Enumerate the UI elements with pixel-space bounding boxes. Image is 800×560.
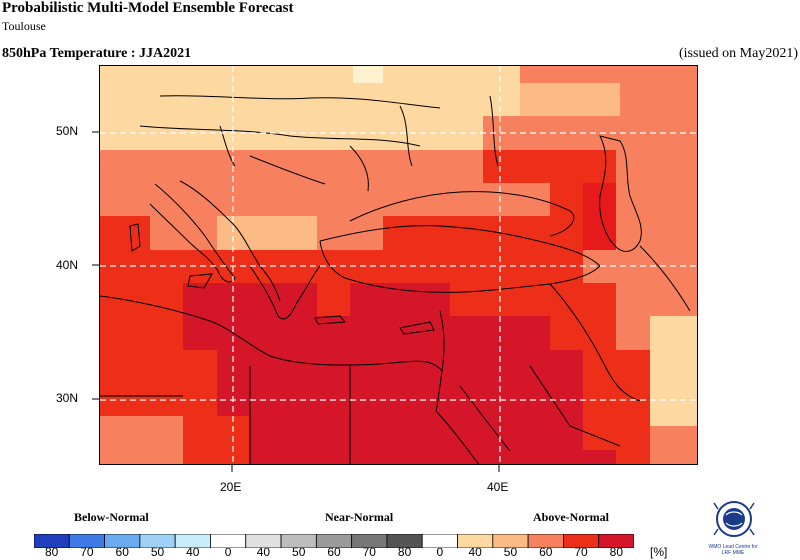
lon-label-20e: 20E — [220, 480, 242, 494]
lat-label-30n: 30N — [56, 391, 79, 405]
above-normal-60-cell-sw — [100, 416, 183, 464]
colorbar-tick-label: 60 — [115, 545, 129, 559]
above-normal-60-cell-iraq — [616, 250, 650, 350]
coastlines-borders — [100, 95, 691, 464]
colorbar-tick-label: 40 — [256, 545, 271, 559]
colorbar-tick-label: 80 — [397, 545, 412, 559]
probability-colorbar — [34, 534, 634, 548]
above-normal-80-region-south — [183, 283, 616, 464]
colorbar-tick-label: 40 — [186, 545, 200, 559]
legend-above-normal: Above-Normal — [533, 510, 609, 524]
above-normal-40-cell-arabia-ne — [650, 316, 697, 426]
colorbar-tick-label: 40 — [468, 545, 482, 559]
above-normal-70-cell-arabia — [616, 350, 650, 464]
above-normal-50-cell-ne — [520, 83, 620, 116]
above-normal-60-region-east — [483, 66, 697, 464]
legend-below-normal: Below-Normal — [74, 510, 149, 524]
colorbar-tick-label: 50 — [503, 545, 518, 559]
colorbar-tick-label: 0 — [436, 545, 444, 559]
above-normal-70-cell-libya — [183, 350, 217, 416]
colorbar-tick-label: 80 — [44, 545, 59, 559]
colorbar-unit: [%] — [650, 545, 668, 559]
colorbar-tick-label: 60 — [327, 545, 341, 559]
lon-label-40e: 40E — [487, 480, 509, 494]
graticule — [100, 66, 697, 464]
probability-cells — [100, 66, 697, 464]
colorbar-tick-label: 60 — [539, 545, 553, 559]
legend-near-normal: Near-Normal — [325, 510, 394, 524]
wmo-logo-caption: WMO Lead Centre for LRF MME — [708, 544, 758, 556]
crete-outline — [314, 315, 347, 325]
colorbar-tick-label: 0 — [224, 545, 232, 559]
colorbar-tick-label: 50 — [150, 545, 165, 559]
lat-label-50n: 50N — [56, 124, 79, 138]
wmo-logo-icon — [713, 501, 755, 537]
above-normal-80-cell-caucasus — [583, 183, 616, 250]
forecast-map[interactable] — [99, 65, 698, 465]
map-canvas — [100, 66, 697, 464]
colorbar-tick-label: 70 — [80, 545, 94, 559]
colorbar-tick-label: 70 — [574, 545, 588, 559]
field-season-label: 850hPa Temperature : JJA2021 — [2, 46, 192, 61]
issued-date: (issued on May2021) — [679, 46, 798, 61]
above-normal-50-cell-balkans — [217, 216, 317, 250]
colorbar-cell — [598, 534, 634, 548]
colorbar-tick-label: 50 — [292, 545, 306, 559]
colorbar-tick-label: 70 — [362, 545, 376, 559]
forecast-center: Toulouse — [2, 19, 46, 33]
forecast-title: Probabilistic Multi-Model Ensemble Forec… — [2, 0, 294, 16]
above-normal-60-region-central — [100, 150, 550, 250]
above-normal-40-cell-pale — [353, 66, 383, 83]
lat-label-40n: 40N — [56, 258, 79, 272]
colorbar-tick-label: 80 — [609, 545, 624, 559]
